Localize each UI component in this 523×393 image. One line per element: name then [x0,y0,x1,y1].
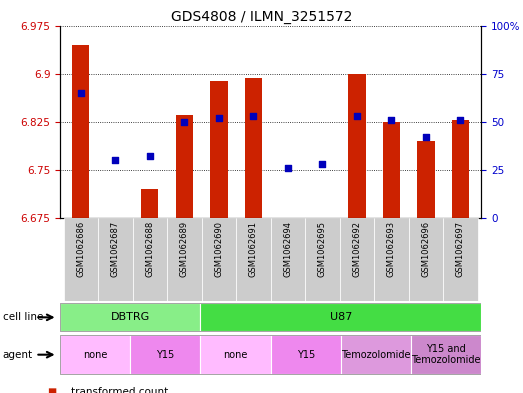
Text: GSM1062692: GSM1062692 [353,220,361,277]
Text: GSM1062688: GSM1062688 [145,220,154,277]
Point [215,115,223,121]
Bar [452,120,469,218]
Point [77,90,85,96]
Bar [314,218,331,235]
Bar [411,335,481,375]
Bar [107,218,124,222]
Text: GSM1062686: GSM1062686 [76,220,85,277]
Bar [279,218,297,244]
Bar [210,81,228,218]
Text: GSM1062691: GSM1062691 [249,220,258,277]
Bar [130,335,200,375]
Bar [341,335,411,375]
Bar [305,218,339,301]
Text: GSM1062687: GSM1062687 [111,220,120,277]
Bar [200,303,481,332]
Text: GSM1062689: GSM1062689 [180,220,189,277]
Bar [200,335,271,375]
Point [422,134,430,140]
Bar [348,73,366,218]
Text: GSM1062694: GSM1062694 [283,220,292,277]
Text: ■: ■ [47,387,56,393]
Bar [236,218,271,301]
Point [249,113,258,119]
Text: GSM1062690: GSM1062690 [214,220,223,277]
Text: Y15: Y15 [297,350,315,360]
Bar [167,218,202,301]
Bar [60,335,130,375]
Bar [98,218,133,301]
Bar [408,218,443,301]
Bar [133,218,167,301]
Text: Y15: Y15 [156,350,175,360]
Text: GDS4808 / ILMN_3251572: GDS4808 / ILMN_3251572 [171,10,352,24]
Point [283,165,292,171]
Text: GSM1062697: GSM1062697 [456,220,465,277]
Bar [176,116,193,218]
Bar [72,45,89,218]
Bar [202,218,236,301]
Text: none: none [83,350,107,360]
Text: GSM1062695: GSM1062695 [318,220,327,277]
Bar [245,78,262,218]
Point [318,161,326,167]
Text: GSM1062693: GSM1062693 [387,220,396,277]
Bar [339,218,374,301]
Bar [64,218,98,301]
Point [387,117,395,123]
Bar [443,218,477,301]
Bar [60,303,200,332]
Point [180,119,189,125]
Text: transformed count: transformed count [71,387,168,393]
Text: none: none [223,350,248,360]
Text: agent: agent [3,350,33,360]
Bar [383,122,400,218]
Text: DBTRG: DBTRG [111,312,150,322]
Bar [141,189,158,218]
Point [111,157,120,163]
Text: Y15 and
Temozolomide: Y15 and Temozolomide [411,344,481,365]
Point [456,117,464,123]
Bar [374,218,408,301]
Bar [417,141,435,218]
Bar [271,218,305,301]
Text: GSM1062696: GSM1062696 [422,220,430,277]
Text: U87: U87 [329,312,352,322]
Bar [271,335,341,375]
Point [353,113,361,119]
Point [146,153,154,160]
Text: cell line: cell line [3,312,43,322]
Text: Temozolomide: Temozolomide [341,350,411,360]
